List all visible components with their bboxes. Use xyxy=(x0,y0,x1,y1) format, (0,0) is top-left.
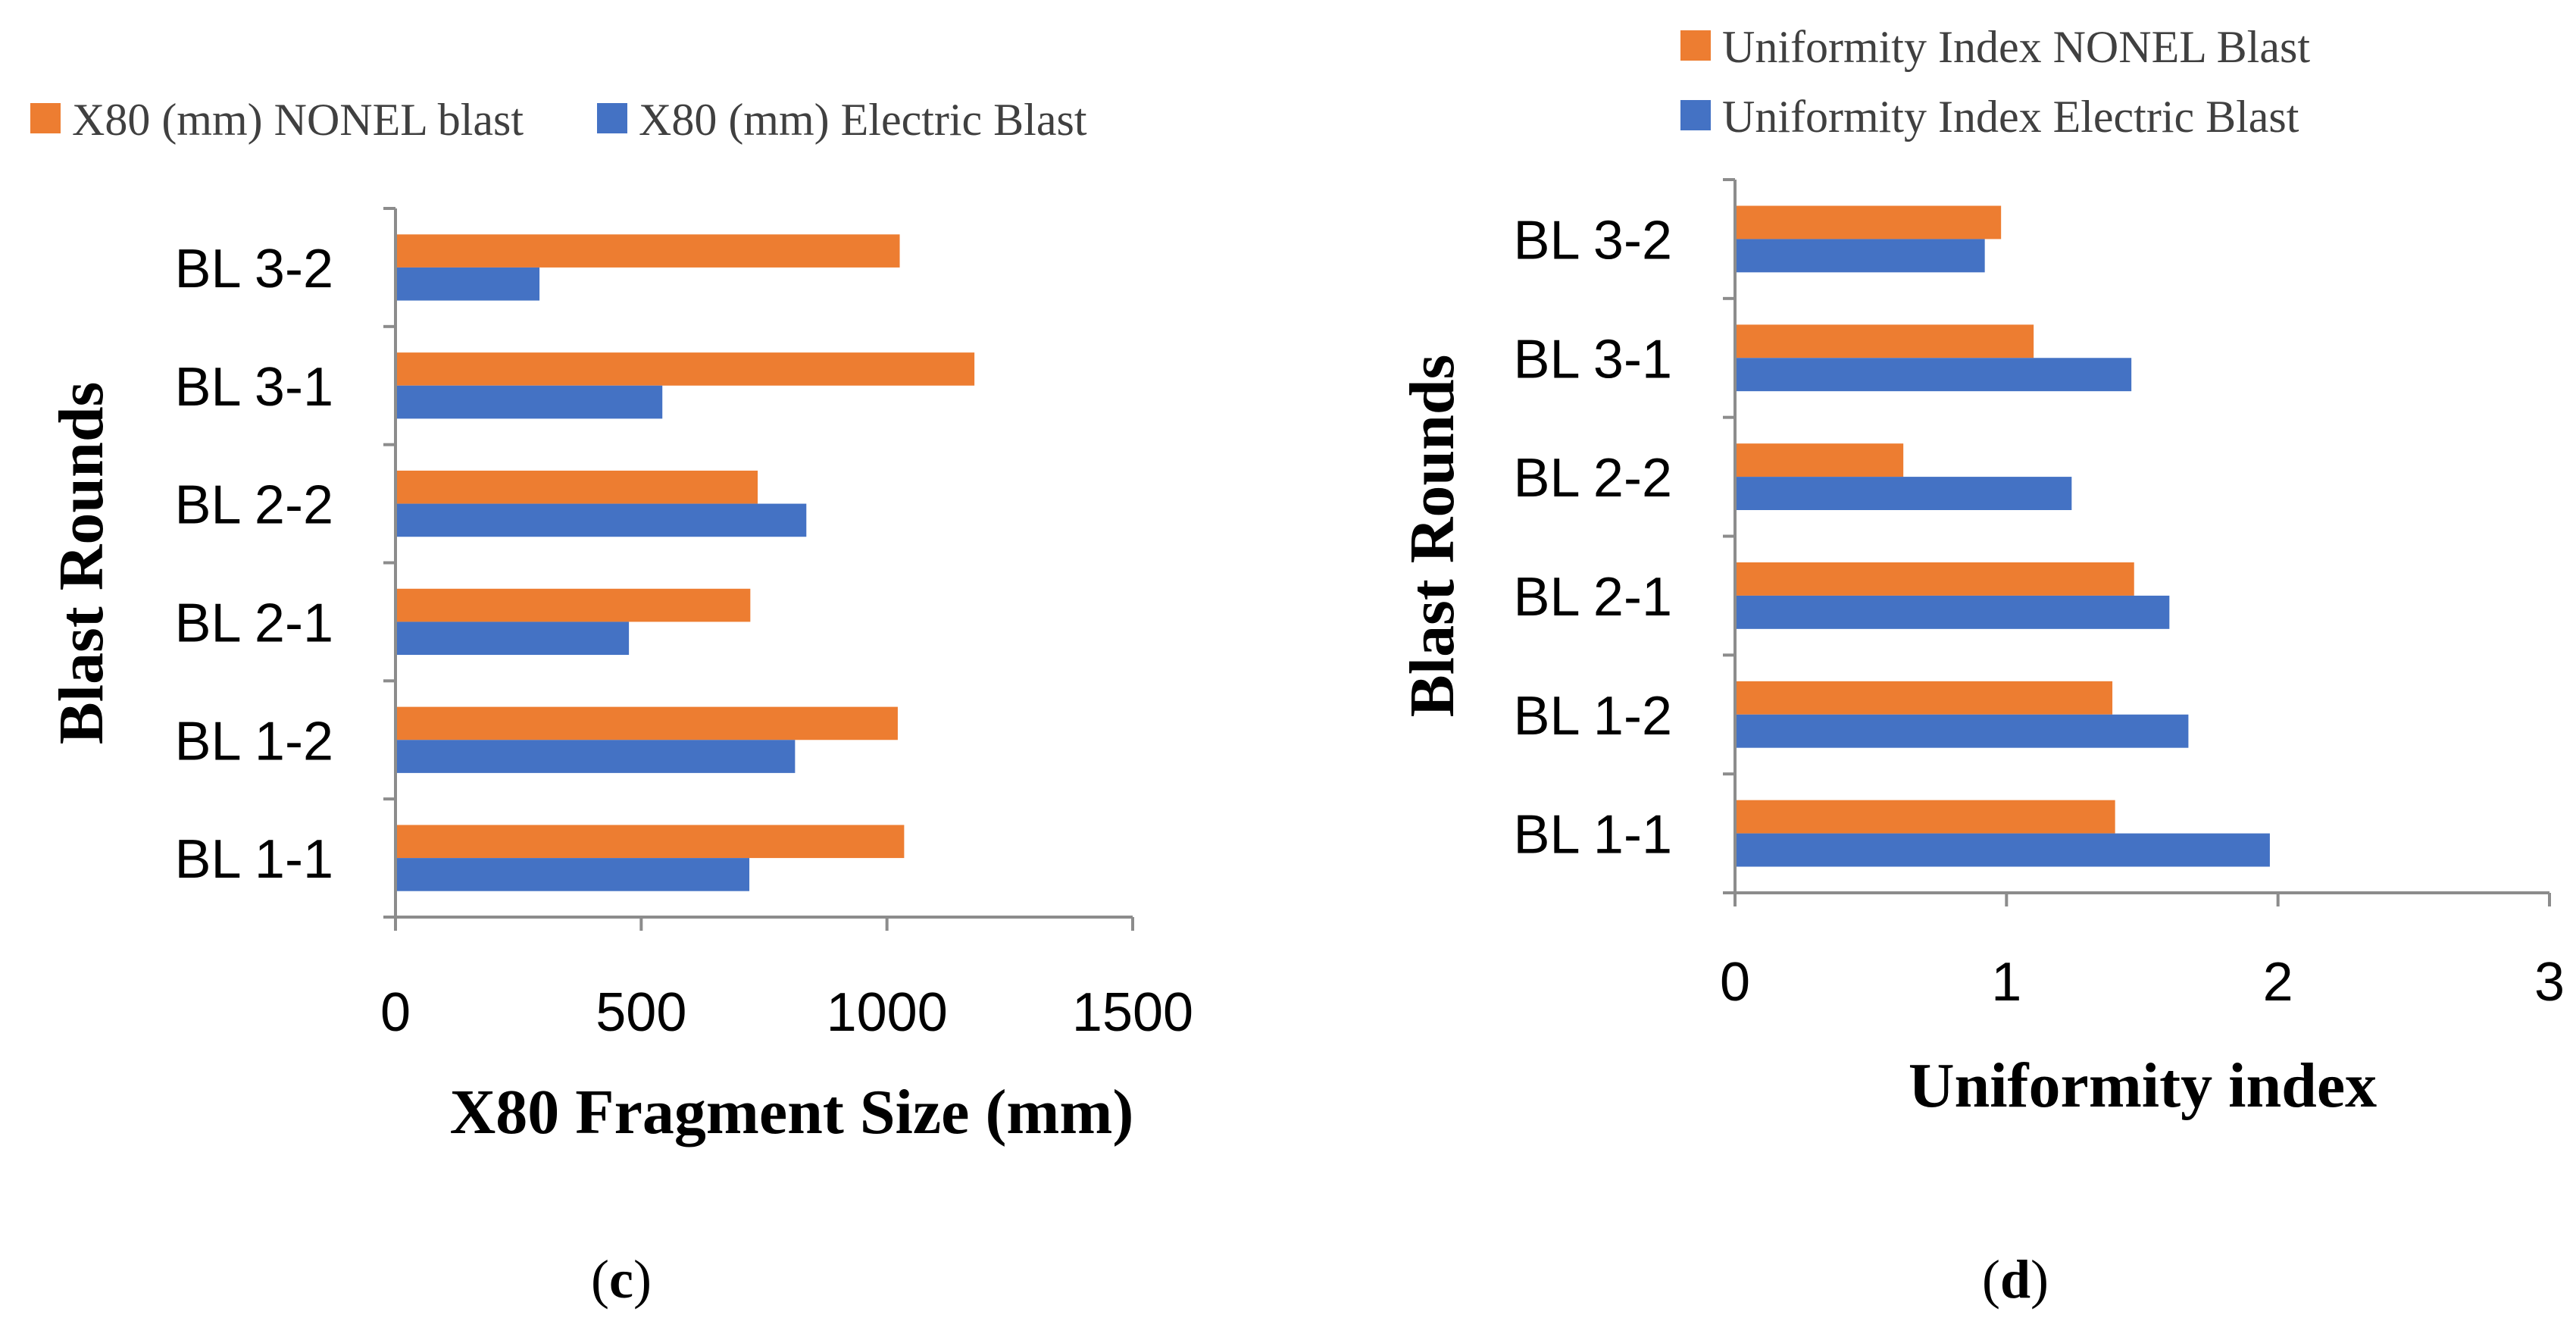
bar-d-nonel-bl2-2 xyxy=(1735,443,1904,477)
caption-letter: c xyxy=(609,1249,633,1310)
bar-d-nonel-bl1-1 xyxy=(1735,800,2115,834)
category-label-c-2: BL 2-1 xyxy=(175,593,333,653)
x-tick-label-c-2: 1000 xyxy=(827,982,948,1043)
y-axis-title-c: Blast Rounds xyxy=(46,382,117,745)
legend-swatch-d-1 xyxy=(1680,100,1711,130)
x-tick-label-c-3: 1500 xyxy=(1072,982,1193,1043)
category-label-d-1: BL 1-2 xyxy=(1514,686,1672,747)
legend-label-d-1: Uniformity Index Electric Blast xyxy=(1722,92,2299,142)
category-label-c-5: BL 3-2 xyxy=(175,239,333,299)
caption-open-paren: ( xyxy=(1982,1249,2000,1310)
bar-c-nonel-bl3-1 xyxy=(395,352,975,386)
bar-d-nonel-bl3-1 xyxy=(1735,324,2034,358)
chart-d: Uniformity Index NONEL Blast Uniformity I… xyxy=(1397,22,2565,1310)
bar-c-nonel-bl1-2 xyxy=(395,706,898,740)
x-axis-title-d: Uniformity index xyxy=(1909,1050,2377,1121)
x-tick-label-c-0: 0 xyxy=(380,982,411,1043)
legend-label-d-0: Uniformity Index NONEL Blast xyxy=(1722,22,2310,72)
bar-d-electric-bl1-2 xyxy=(1735,714,2189,748)
bar-d-electric-bl2-1 xyxy=(1735,595,2170,629)
category-label-d-4: BL 3-1 xyxy=(1514,329,1672,390)
bar-d-electric-bl3-1 xyxy=(1735,358,2132,392)
bar-d-electric-bl2-2 xyxy=(1735,477,2072,510)
legend-swatch-c-1 xyxy=(597,103,627,133)
bar-c-nonel-bl1-1 xyxy=(395,825,905,859)
x-tick-label-c-1: 500 xyxy=(596,982,686,1043)
chart-c: X80 (mm) NONEL blast X80 (mm) Electric Bl… xyxy=(30,95,1193,1310)
bar-c-electric-bl2-2 xyxy=(395,503,807,537)
x-axis-title-c: X80 Fragment Size (mm) xyxy=(450,1077,1134,1147)
legend-label-c-1: X80 (mm) Electric Blast xyxy=(639,95,1087,145)
category-label-d-2: BL 2-1 xyxy=(1514,567,1672,628)
bar-d-nonel-bl2-1 xyxy=(1735,562,2134,596)
legend-swatch-d-0 xyxy=(1680,30,1711,61)
bar-d-electric-bl3-2 xyxy=(1735,239,1985,273)
x-tick-label-d-3: 3 xyxy=(2534,952,2565,1013)
legend-swatch-c-0 xyxy=(30,103,61,133)
bar-c-electric-bl3-2 xyxy=(395,267,540,301)
bar-c-electric-bl2-1 xyxy=(395,621,630,656)
bar-d-nonel-bl1-2 xyxy=(1735,681,2113,715)
category-label-d-3: BL 2-2 xyxy=(1514,448,1672,509)
bar-c-electric-bl1-1 xyxy=(395,858,750,891)
category-label-c-0: BL 1-1 xyxy=(175,829,333,890)
panel-caption-c: (c) xyxy=(591,1249,652,1310)
category-label-d-0: BL 1-1 xyxy=(1514,805,1672,866)
bar-c-nonel-bl2-2 xyxy=(395,470,758,504)
category-label-c-4: BL 3-1 xyxy=(175,357,333,418)
bar-c-nonel-bl2-1 xyxy=(395,588,751,622)
x-tick-label-d-0: 0 xyxy=(1720,952,1750,1013)
y-axis-title-d: Blast Rounds xyxy=(1397,355,1468,718)
legend-label-c-0: X80 (mm) NONEL blast xyxy=(72,95,524,145)
caption-letter: d xyxy=(2000,1249,2030,1310)
category-label-c-1: BL 1-2 xyxy=(175,711,333,772)
panel-caption-d: (d) xyxy=(1982,1249,2049,1310)
bar-d-nonel-bl3-2 xyxy=(1735,205,2002,240)
bar-d-electric-bl1-1 xyxy=(1735,833,2270,867)
bar-c-nonel-bl3-2 xyxy=(395,234,900,268)
x-tick-label-d-1: 1 xyxy=(1991,952,2021,1013)
x-tick-label-d-2: 2 xyxy=(2263,952,2293,1013)
caption-open-paren: ( xyxy=(591,1249,609,1310)
caption-close-paren: ) xyxy=(2030,1249,2049,1310)
caption-close-paren: ) xyxy=(633,1249,652,1310)
bar-c-electric-bl1-2 xyxy=(395,740,796,773)
category-label-d-5: BL 3-2 xyxy=(1514,210,1672,271)
bar-c-electric-bl3-1 xyxy=(395,385,663,419)
category-label-c-3: BL 2-2 xyxy=(175,475,333,536)
